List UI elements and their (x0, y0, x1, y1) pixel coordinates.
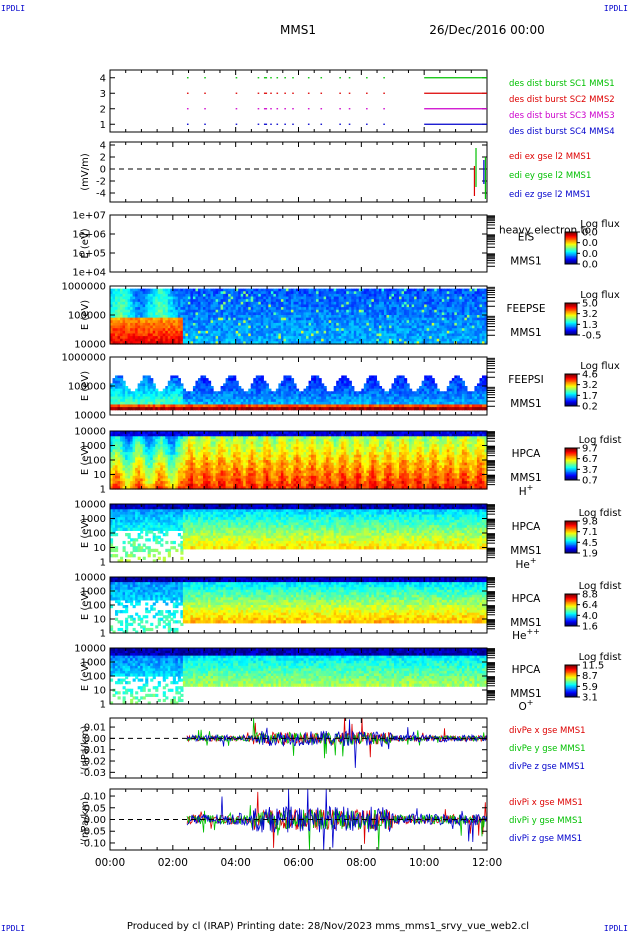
eis-colorbar-tick-label: 0.0 (582, 238, 598, 249)
eis-colorbar-tick-label: 0.0 (582, 228, 598, 239)
eis-ytick-label: 1e+06 (72, 230, 106, 241)
burst-legend-entry: des dist burst SC2 MMS2 (509, 95, 615, 105)
feepse-ytick-label: 10000 (74, 340, 106, 351)
burst-legend-entry: des dist burst SC1 MMS1 (509, 79, 615, 89)
eis-frame (110, 215, 487, 272)
feepse-ytick-label: 100000 (68, 311, 106, 322)
edi-legend-entry: edi ex gse l2 MMS1 (509, 152, 591, 162)
burst-panel: 1 2 3 4 des dist burst SC1 MMS1 des dist burs… (100, 70, 615, 137)
feepse-colorbar-tick-label: 3.2 (582, 309, 598, 320)
burst-legend-entry: des dist burst SC4 MMS4 (509, 127, 615, 137)
edi-ytick-label: -4 (96, 189, 106, 200)
feepse-colorbar-tick-label: 5.0 (582, 299, 598, 310)
burst-ytick-label: 4 (100, 73, 106, 84)
burst-ytick-label: 2 (100, 104, 106, 115)
edi-ytick-label: 4 (100, 141, 106, 152)
feepse-colorbar-tick-label: -0.5 (582, 331, 602, 342)
corner-label-top-right: IPDLI (604, 4, 628, 13)
corner-label-bottom-left: IPDLI (1, 924, 25, 933)
edi-legend-entry: edi ez gse l2 MMS1 (509, 190, 591, 200)
eis-ytick-label: 1e+05 (72, 249, 106, 260)
date-title: 26/Dec/2016 00:00 (429, 23, 545, 37)
eis-ytick-label: 1e+07 (72, 211, 106, 222)
edi-panel: 420-2-4 (mV/m) edi ex gse l2 MMS1 edi ey gs… (80, 141, 591, 203)
burst-legend-entry: des dist burst SC3 MMS3 (509, 111, 615, 121)
edi-ytick-label: -2 (96, 177, 106, 188)
burst-frame (110, 70, 487, 132)
eis-spacecraft-label: MMS1 (510, 256, 541, 268)
corner-label-top-left: IPDLI (1, 4, 25, 13)
edi-frame (110, 142, 487, 202)
eis-ytick-label: 1e+04 (72, 268, 106, 279)
edi-legend-entry: edi ey gse l2 MMS1 (509, 171, 591, 181)
eis-colorbar-tick-label: 0.0 (582, 260, 598, 271)
corner-label-bottom-right: IPDLI (604, 924, 628, 933)
burst-ytick-label: 3 (100, 89, 106, 100)
edi-ylabel: (mV/m) (80, 153, 91, 191)
edi-ytick-label: 0 (100, 165, 106, 176)
feepse-colorbar-tick-label: 1.3 (582, 320, 598, 331)
footer-text: Produced by cl (IRAP) Printing date: 28/… (127, 921, 529, 932)
spacecraft-title: MMS1 (280, 23, 316, 37)
burst-ytick-label: 1 (100, 120, 106, 131)
feepse-instrument-label: FEEPSE (507, 303, 546, 315)
eis-colorbar-tick-label: 0.0 (582, 249, 598, 260)
feepse-spacecraft-label: MMS1 (510, 327, 541, 339)
edi-ytick-label: 2 (100, 153, 106, 164)
feepse-ytick-label: 1000000 (61, 282, 106, 293)
